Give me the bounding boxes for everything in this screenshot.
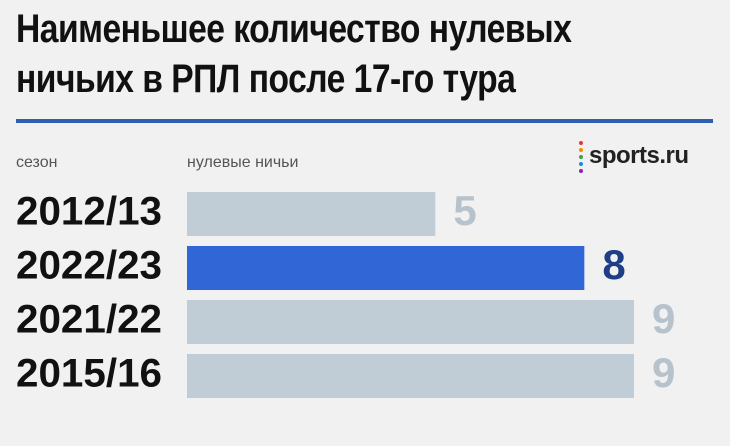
chart-title-line-1: Наименьшее количество нулевых <box>16 7 572 51</box>
value-label: 9 <box>652 349 675 396</box>
chart-title: Наименьшее количество нулевых ничьих в Р… <box>16 4 604 104</box>
bar <box>187 354 634 398</box>
sports-ru-logo: sports.ru <box>576 138 689 174</box>
value-label: 5 <box>453 187 476 234</box>
value-label: 9 <box>652 295 675 342</box>
bar <box>187 246 585 290</box>
chart-title-line-2: ничьих в РПЛ после 17-го тура <box>16 57 516 101</box>
bar <box>187 300 634 344</box>
value-column-label: нулевые ничьи <box>187 154 299 171</box>
season-column-label: сезон <box>16 154 58 171</box>
bar <box>187 192 436 236</box>
logo-text: sports.ru <box>589 142 689 169</box>
logo-dots-icon <box>576 138 586 174</box>
category-label: 2012/13 <box>16 190 162 234</box>
category-label: 2021/22 <box>16 298 162 342</box>
title-divider <box>16 119 713 123</box>
value-label: 8 <box>602 241 625 288</box>
category-label: 2015/16 <box>16 352 162 396</box>
category-label: 2022/23 <box>16 244 162 288</box>
